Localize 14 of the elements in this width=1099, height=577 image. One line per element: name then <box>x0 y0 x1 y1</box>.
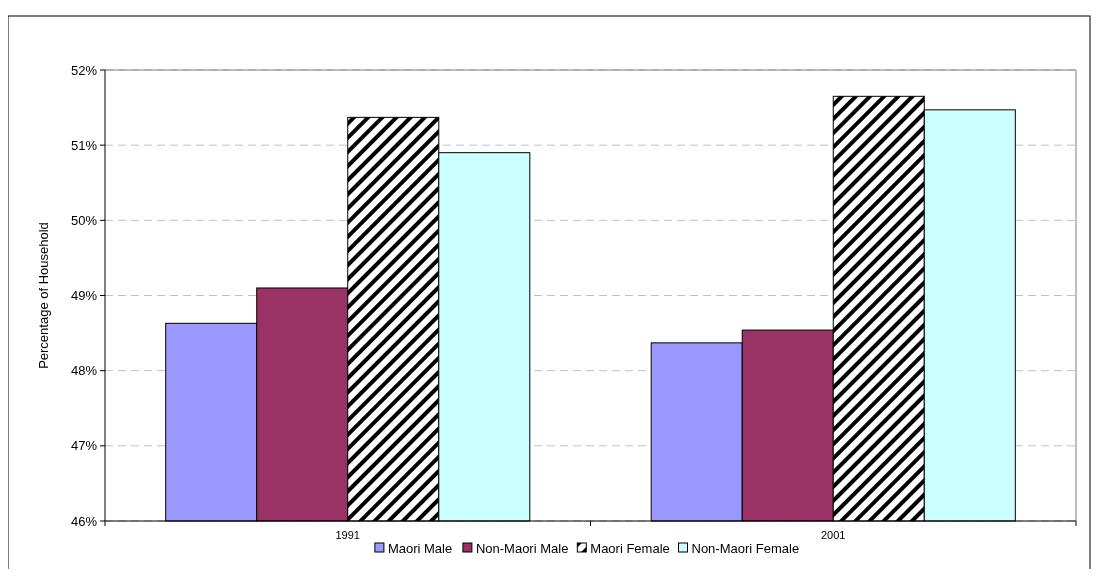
y-tick-label: 52% <box>70 62 98 78</box>
y-tick-label: 48% <box>70 363 98 379</box>
y-tick-label: 47% <box>70 438 98 454</box>
legend-label: Maori Female <box>590 540 670 556</box>
y-tick-label: 46% <box>70 513 98 529</box>
x-tick-label: 1991 <box>335 529 360 541</box>
y-tick-label: 49% <box>70 288 98 304</box>
legend-label: Maori Male <box>387 540 453 556</box>
x-tick-label: 2001 <box>821 529 846 541</box>
legend-label: Non-Maori Female <box>691 540 800 556</box>
y-tick-label: 51% <box>70 137 98 153</box>
legend-label: Non-Maori Male <box>475 540 569 556</box>
y-tick-label: 50% <box>70 212 98 228</box>
y-axis-title: Percentage of Household <box>36 222 51 369</box>
